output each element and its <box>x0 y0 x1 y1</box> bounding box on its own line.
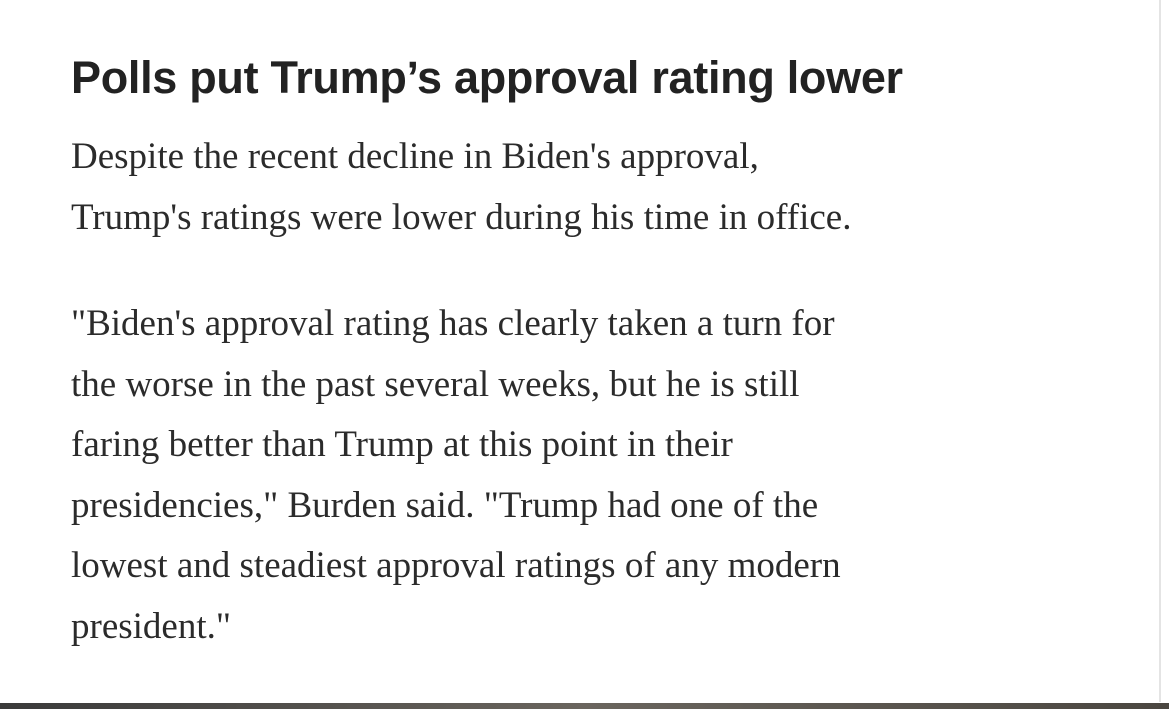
text-line: "Biden's approval rating has clearly tak… <box>71 303 835 344</box>
heading: Polls put Trump’s approval rating lower <box>71 52 903 103</box>
text-line: president." <box>71 605 231 647</box>
text-line: faring better than Trump at this point i… <box>71 424 733 465</box>
text-line: Despite the recent decline in Biden's ap… <box>71 136 759 177</box>
text-line: the worse in the past several weeks, but… <box>71 363 800 405</box>
text-line: lowest and steadiest approval ratings of… <box>71 545 841 586</box>
text-line: Trump's ratings were lower during his ti… <box>71 196 852 238</box>
right-border <box>1159 0 1161 702</box>
text-line: presidencies," Burden said. "Trump had o… <box>71 484 819 526</box>
bottom-strip <box>0 703 1169 709</box>
